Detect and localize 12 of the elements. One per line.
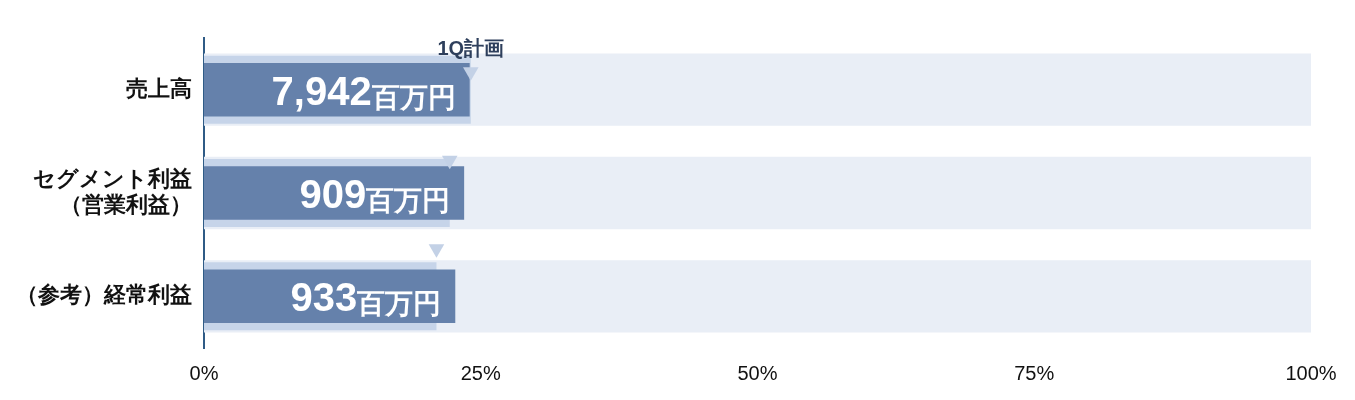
y-tick-label: セグメント利益（営業利益）	[33, 165, 192, 218]
y-tick-label: 売上高	[126, 75, 192, 101]
annotation: 933百万円	[290, 275, 442, 320]
annotation: 7,942百万円	[271, 68, 456, 113]
x-tick-label: 0%	[189, 361, 219, 384]
x-tick-label: 100%	[1285, 361, 1337, 384]
x-tick-label: 50%	[737, 361, 778, 384]
x-tick-label: 25%	[460, 361, 501, 384]
y-tick-label: （参考）経常利益	[16, 282, 192, 308]
x-tick-label: 75%	[1014, 361, 1055, 384]
series-label: 1Q計画	[437, 37, 505, 60]
annotation: 909百万円	[299, 172, 451, 216]
